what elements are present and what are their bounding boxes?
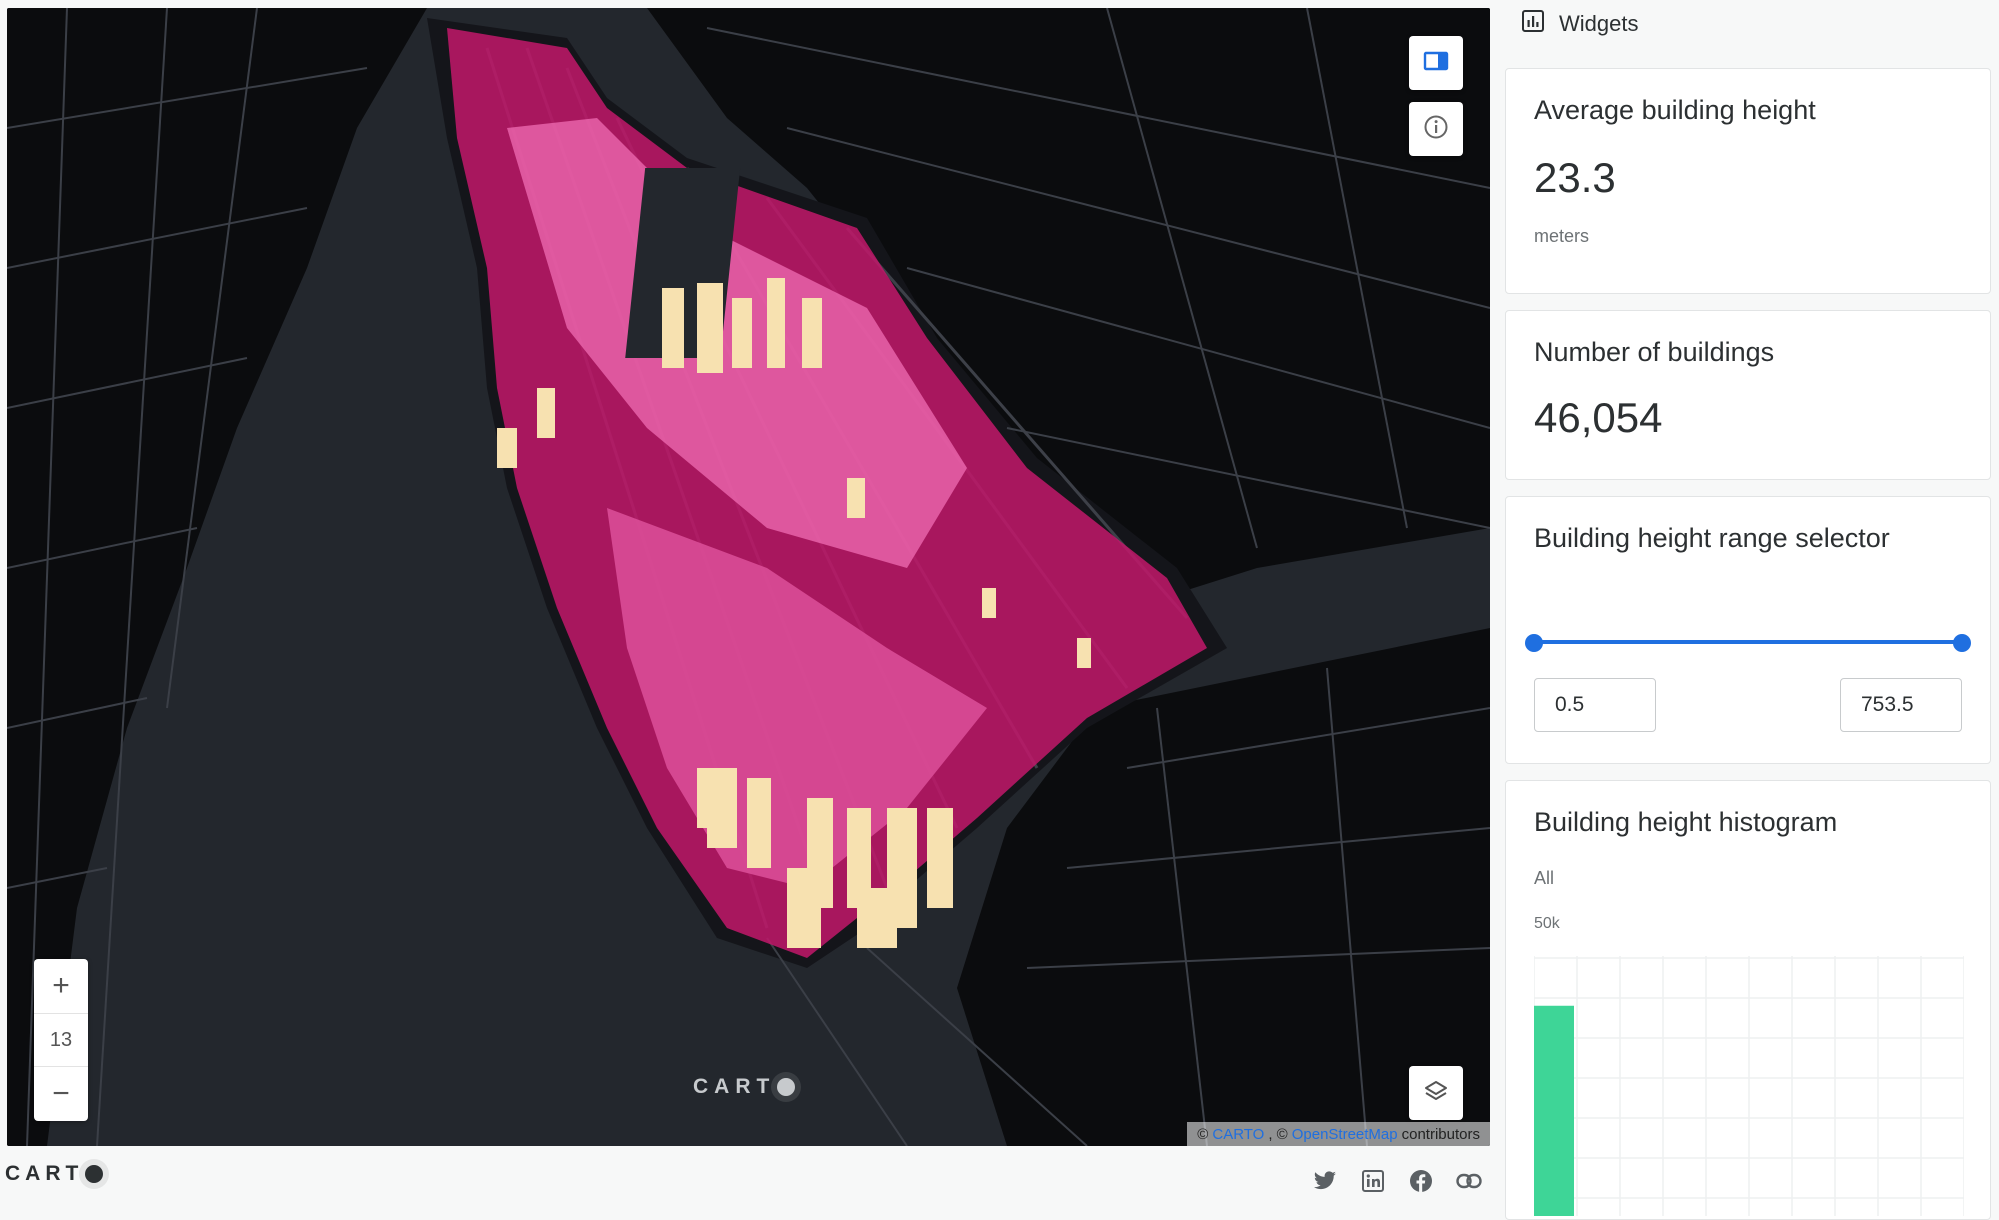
map-carto-logo: CART (693, 1075, 796, 1099)
height-range-widget: Building height range selector 0.5 753.5 (1505, 496, 1991, 764)
range-max-input[interactable]: 753.5 (1840, 678, 1962, 732)
range-min-input[interactable]: 0.5 (1534, 678, 1656, 732)
layers-icon (1423, 1078, 1449, 1109)
sidebar-title: Widgets (1559, 11, 1639, 36)
building-count-widget: Number of buildings 46,054 (1505, 310, 1991, 480)
histogram-y-tick: 50k (1534, 915, 1560, 932)
widget-title: Building height range selector (1534, 523, 1890, 553)
map-attribution: © CARTO , © OpenStreetMap contributors (1187, 1122, 1490, 1146)
histogram-grid (1534, 956, 1964, 1216)
footer-logo-text: CART (5, 1162, 84, 1185)
zoom-in-button[interactable]: + (52, 969, 70, 1002)
sidebar-header: Widgets (1497, 0, 1999, 48)
tall-buildings (497, 278, 1091, 948)
footer: CART (0, 1150, 1490, 1207)
zoom-level: 13 (34, 1013, 88, 1067)
bar-chart-icon (1521, 9, 1545, 39)
logo-dot-icon (85, 1165, 104, 1183)
link-icon[interactable] (1456, 1168, 1482, 1194)
avg-height-widget: Average building height 23.3 meters (1505, 68, 1991, 294)
attribution-prefix: © (1197, 1125, 1209, 1143)
carto-attribution-link[interactable]: CARTO (1212, 1125, 1265, 1143)
building-count-value: 46,054 (1534, 394, 1663, 441)
footer-carto-logo[interactable]: CART (5, 1162, 104, 1186)
histogram-filter-label: All (1534, 868, 1555, 888)
slider-track (1534, 640, 1962, 644)
logo-dot-icon (777, 1078, 796, 1096)
attribution-separator: , © (1268, 1125, 1288, 1143)
zoom-out-button[interactable]: − (52, 1077, 70, 1110)
widget-title: Number of buildings (1534, 337, 1775, 367)
twitter-icon[interactable] (1312, 1168, 1338, 1194)
facebook-icon[interactable] (1408, 1168, 1434, 1194)
widgets-sidebar: Widgets Average building height 23.3 met… (1497, 0, 1999, 1220)
social-links (1312, 1168, 1482, 1194)
map-canvas[interactable] (7, 8, 1490, 1146)
map-view[interactable]: + 13 − CART © CARTO , © OpenStreetMap co… (7, 8, 1490, 1146)
widget-title: Building height histogram (1534, 807, 1838, 837)
range-inputs: 0.5 753.5 (1534, 678, 1962, 732)
osm-attribution-link[interactable]: OpenStreetMap (1291, 1125, 1398, 1143)
panel-icon (1423, 50, 1449, 77)
land-queens (647, 8, 1490, 628)
zoom-control: + 13 − (34, 959, 88, 1121)
road-network (7, 8, 1490, 1146)
info-icon (1423, 114, 1449, 145)
sidebar-toggle-button[interactable] (1409, 36, 1463, 90)
histogram-bar[interactable] (1534, 1005, 1574, 1216)
height-range-slider[interactable] (1525, 634, 1971, 652)
widget-title: Average building height (1534, 95, 1816, 125)
slider-max-thumb[interactable] (1953, 634, 1971, 652)
avg-height-unit: meters (1534, 226, 1590, 246)
slider-min-thumb[interactable] (1525, 634, 1543, 652)
map-logo-text: CART (693, 1075, 776, 1098)
histogram-bars (1534, 1005, 1574, 1216)
attribution-suffix: contributors (1401, 1125, 1480, 1143)
histogram-chart (1534, 956, 1964, 1216)
layers-button[interactable] (1409, 1066, 1463, 1120)
height-histogram-widget: Building height histogram All 50k (1505, 780, 1991, 1220)
land-new-jersey (7, 8, 427, 1146)
linkedin-icon[interactable] (1360, 1168, 1386, 1194)
avg-height-value: 23.3 (1534, 154, 1616, 201)
info-button[interactable] (1409, 102, 1463, 156)
